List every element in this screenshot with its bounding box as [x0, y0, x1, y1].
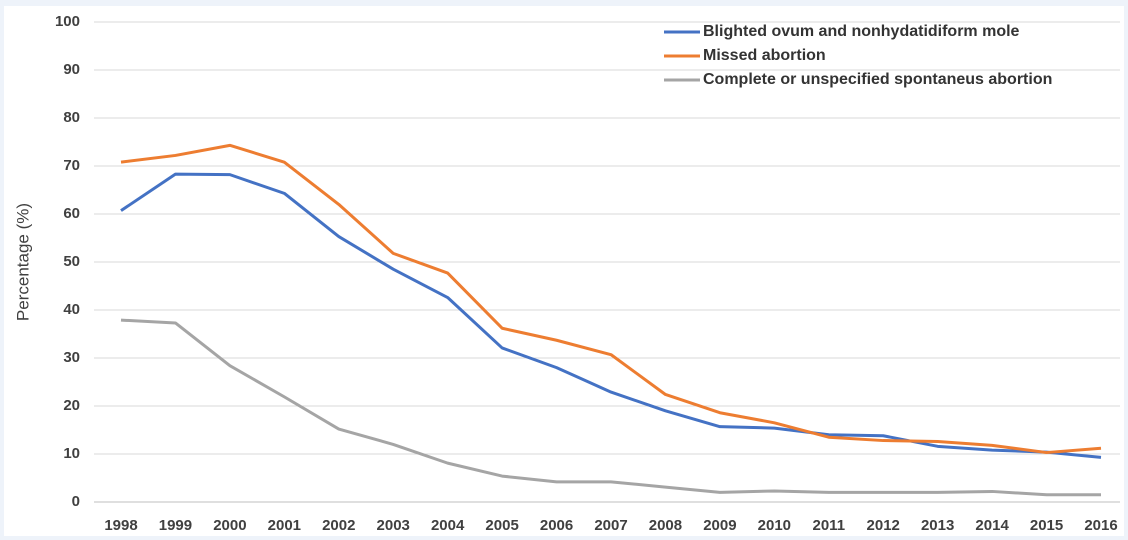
x-tick-label: 2007 [594, 517, 627, 534]
x-tick-label: 2015 [1030, 517, 1063, 534]
x-tick-label: 2006 [540, 517, 573, 534]
x-tick-label: 1999 [159, 517, 192, 534]
x-tick-label: 2016 [1084, 517, 1117, 534]
legend-label: Missed abortion [703, 47, 826, 64]
y-tick-label: 10 [63, 445, 80, 462]
y-tick-label: 50 [63, 253, 80, 270]
x-tick-label: 2004 [431, 517, 465, 534]
x-tick-label: 2002 [322, 517, 355, 534]
y-tick-label: 80 [63, 109, 80, 126]
line-series [120, 143, 1102, 455]
x-tick-label: 2001 [268, 517, 301, 534]
y-tick-label: 20 [63, 397, 80, 414]
y-tick-label: 90 [63, 61, 80, 78]
y-tick-label: 0 [72, 493, 80, 510]
x-tick-label: 2000 [213, 517, 246, 534]
x-tick-label: 1998 [104, 517, 137, 534]
x-tick-label: 2003 [377, 517, 410, 534]
y-tick-label: 70 [63, 157, 80, 174]
x-tick-label: 2012 [867, 517, 900, 534]
line-series [120, 318, 1101, 497]
x-tick-label: 2014 [975, 517, 1009, 534]
y-axis-label: Percentage (%) [13, 203, 32, 321]
legend-label: Blighted ovum and nonhydatidiform mole [703, 23, 1020, 40]
x-tick-label: 2013 [921, 517, 954, 534]
legend-label: Complete or unspecified spontaneus abort… [703, 71, 1052, 88]
line-series [120, 172, 1102, 459]
x-tick-label: 2009 [703, 517, 736, 534]
x-tick-label: 2010 [758, 517, 791, 534]
y-tick-label: 60 [63, 205, 80, 222]
x-tick-label: 2011 [813, 517, 846, 534]
y-tick-label: 30 [63, 349, 80, 366]
y-tick-label: 100 [55, 13, 80, 30]
x-tick-label: 2008 [649, 517, 682, 534]
x-tick-label: 2005 [485, 517, 518, 534]
y-tick-label: 40 [63, 301, 80, 318]
